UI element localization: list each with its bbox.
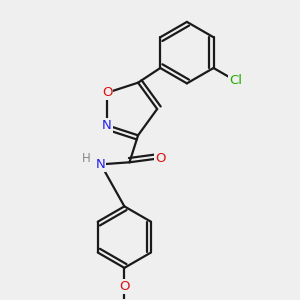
Text: Cl: Cl xyxy=(229,74,242,87)
Text: O: O xyxy=(119,280,130,293)
Text: N: N xyxy=(96,158,106,171)
Text: O: O xyxy=(102,86,112,99)
Text: H: H xyxy=(82,152,91,165)
Text: O: O xyxy=(155,152,166,165)
Text: N: N xyxy=(102,119,112,132)
